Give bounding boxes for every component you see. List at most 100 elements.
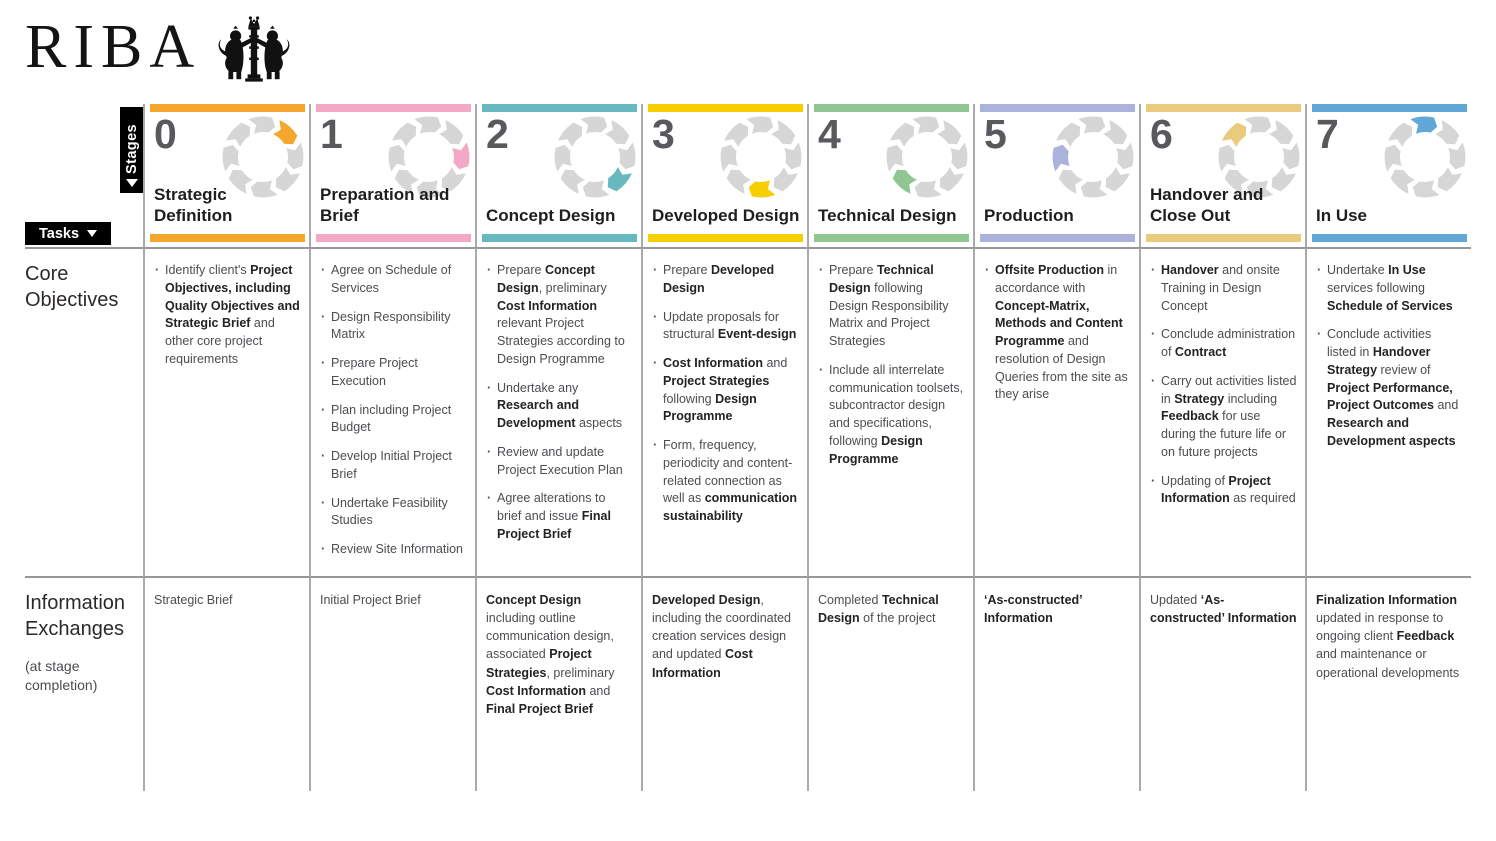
stage-top-bar <box>482 104 637 112</box>
stage-title: Handover and Close Out <box>1150 185 1264 225</box>
core-objectives-cell-stage-0: Identify client's Project Objectives, in… <box>143 247 309 576</box>
core-objective-item: Prepare Project Execution <box>320 355 467 391</box>
core-objective-item: Updating of Project Information as requi… <box>1150 473 1297 509</box>
stage-bottom-bar <box>1146 234 1301 242</box>
core-objective-item: Agree on Schedule of Services <box>320 262 467 298</box>
core-objective-item: Undertake any Research and Development a… <box>486 380 633 433</box>
riba-logo-text: RIBA <box>25 13 202 81</box>
tasks-axis-label: Tasks <box>38 225 80 242</box>
stage-cycle-icon <box>1382 114 1468 200</box>
core-objective-item: Plan including Project Budget <box>320 402 467 438</box>
stage-header-4: 4 Technical Design <box>807 104 973 247</box>
information-exchange-cell-stage-6: Updated ‘As-constructed’ Information <box>1139 576 1305 791</box>
stage-number: 5 <box>984 111 1007 157</box>
core-objective-item: Identify client's Project Objectives, in… <box>154 262 301 369</box>
information-exchange-text: Finalization Information updated in resp… <box>1316 593 1460 680</box>
core-objective-item: Conclude activities listed in Handover S… <box>1316 326 1463 450</box>
stage-top-bar <box>980 104 1135 112</box>
core-objective-item: Carry out activities listed in Strategy … <box>1150 373 1297 462</box>
stage-number: 6 <box>1150 111 1173 157</box>
stage-top-bar <box>648 104 803 112</box>
information-exchanges-label: Information Exchanges <box>25 592 126 640</box>
core-objectives-cell-stage-1: Agree on Schedule of Services Design Resp… <box>309 247 475 576</box>
core-objectives-cell-stage-4: Prepare Technical Design following Desig… <box>807 247 973 576</box>
riba-crest-icon <box>218 16 290 82</box>
stage-title: Developed Design <box>652 205 800 225</box>
stage-cycle-icon <box>1050 114 1136 200</box>
stage-header-6: 6 Handover and Close Out <box>1139 104 1305 247</box>
stage-header-0: 0 Strategic Definition <box>143 104 309 247</box>
stage-bottom-bar <box>150 234 305 242</box>
stage-title: Preparation and Brief <box>320 185 450 225</box>
tasks-arrow-down-icon <box>87 230 98 237</box>
information-exchange-text: Concept Design including outline communi… <box>486 593 615 716</box>
information-exchange-text: Initial Project Brief <box>320 593 421 607</box>
core-objective-item: Prepare Technical Design following Desig… <box>818 262 965 351</box>
axis-corner-spacer <box>25 104 143 247</box>
row-label-information-exchanges: Information Exchanges (at stage completi… <box>25 576 143 791</box>
stage-bottom-bar <box>648 234 803 242</box>
stage-cycle-icon <box>884 114 970 200</box>
stage-bottom-bar <box>482 234 637 242</box>
stage-number: 0 <box>154 111 177 157</box>
information-exchange-text: Updated ‘As-constructed’ Information <box>1150 593 1297 626</box>
stage-header-2: 2 Concept Design <box>475 104 641 247</box>
information-exchange-cell-stage-5: ‘As-constructed’ Information <box>973 576 1139 791</box>
stage-cycle-icon <box>552 114 638 200</box>
stage-header-7: 7 In Use <box>1305 104 1471 247</box>
core-objective-item: Update proposals for structural Event-de… <box>652 309 799 345</box>
core-objective-item: Design Responsibility Matrix <box>320 309 467 345</box>
core-objective-item: Offsite Production in accordance with Co… <box>984 262 1131 404</box>
stage-header-3: 3 Developed Design <box>641 104 807 247</box>
information-exchange-cell-stage-2: Concept Design including outline communi… <box>475 576 641 791</box>
core-objective-item: Develop Initial Project Brief <box>320 448 467 484</box>
core-objective-item: Undertake In Use services following Sche… <box>1316 262 1463 315</box>
core-objectives-cell-stage-2: Prepare Concept Design, preliminary Cost… <box>475 247 641 576</box>
information-exchange-cell-stage-7: Finalization Information updated in resp… <box>1305 576 1471 791</box>
row-label-core-objectives: Core Objectives <box>25 247 143 576</box>
core-objective-item: Conclude administration of Contract <box>1150 326 1297 362</box>
core-objective-item: Include all interrelate communication to… <box>818 362 965 469</box>
plan-of-work-table: Core Objectives Information Exchanges (a… <box>25 104 1471 791</box>
stage-number: 7 <box>1316 111 1339 157</box>
core-objectives-cell-stage-7: Undertake In Use services following Sche… <box>1305 247 1471 576</box>
stage-title: Concept Design <box>486 205 616 225</box>
core-objective-item: Cost Information and Project Strategies … <box>652 355 799 426</box>
stage-bottom-bar <box>1312 234 1467 242</box>
stages-axis-banner: Stages <box>120 107 144 193</box>
information-exchanges-sublabel: (at stage completion) <box>25 658 98 693</box>
information-exchange-text: Developed Design, including the coordina… <box>652 593 791 680</box>
core-objective-item: Review and update Project Execution Plan <box>486 444 633 480</box>
information-exchange-cell-stage-1: Initial Project Brief <box>309 576 475 791</box>
core-objective-item: Prepare Developed Design <box>652 262 799 298</box>
core-objective-item: Undertake Feasibility Studies <box>320 495 467 531</box>
stage-bottom-bar <box>814 234 969 242</box>
stage-cycle-icon <box>1216 114 1302 200</box>
core-objective-item: Review Site Information <box>320 541 467 559</box>
core-objective-item: Prepare Concept Design, preliminary Cost… <box>486 262 633 369</box>
stage-number: 1 <box>320 111 343 157</box>
stage-top-bar <box>1146 104 1301 112</box>
information-exchange-text: Completed Technical Design of the projec… <box>818 593 939 626</box>
core-objective-item: Agree alterations to brief and issue Fin… <box>486 490 633 543</box>
core-objectives-cell-stage-3: Prepare Developed Design Update proposals… <box>641 247 807 576</box>
information-exchange-text: ‘As-constructed’ Information <box>984 593 1082 626</box>
stage-cycle-icon <box>386 114 472 200</box>
core-objectives-cell-stage-5: Offsite Production in accordance with Co… <box>973 247 1139 576</box>
stage-number: 2 <box>486 111 509 157</box>
stage-title: In Use <box>1316 205 1368 225</box>
stage-number: 4 <box>818 111 841 157</box>
stage-cycle-icon <box>220 114 306 200</box>
stage-top-bar <box>150 104 305 112</box>
stage-title: Production <box>984 205 1074 225</box>
stage-header-1: 1 Preparation and Brief <box>309 104 475 247</box>
stage-number: 3 <box>652 111 675 157</box>
stage-top-bar <box>1312 104 1467 112</box>
core-objectives-cell-stage-6: Handover and onsite Training in Design C… <box>1139 247 1305 576</box>
core-objective-item: Form, frequency, periodicity and content… <box>652 437 799 526</box>
information-exchange-cell-stage-0: Strategic Brief <box>143 576 309 791</box>
stage-top-bar <box>316 104 471 112</box>
stage-bottom-bar <box>980 234 1135 242</box>
stage-cycle-icon <box>718 114 804 200</box>
core-objective-item: Handover and onsite Training in Design C… <box>1150 262 1297 315</box>
